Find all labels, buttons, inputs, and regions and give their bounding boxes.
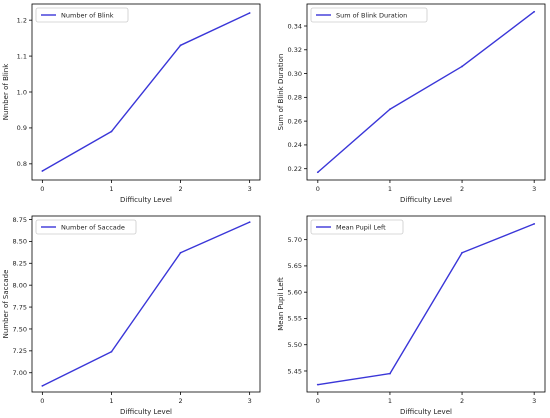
chart-panel: 0 1 2 3 7.00 7.25 7.50 7.75 8.00 8.25 8.50 8.75 Diff…: [2, 215, 261, 416]
chart-panel: 0 1 2 3 5.45 5.50 5.55 5.60 5.65 5.70 Difficulty L…: [277, 215, 546, 416]
series-line: [42, 12, 250, 172]
y-tick-label: 0.26: [288, 117, 302, 125]
x-tick-label: 3: [532, 185, 536, 193]
x-tick-label: 0: [40, 185, 44, 193]
y-tick-label: 8.75: [13, 216, 27, 224]
y-tick-label: 0.8: [17, 160, 27, 168]
series-line: [317, 11, 535, 173]
legend-box: [310, 7, 428, 23]
x-tick-label: 2: [178, 397, 182, 405]
legend-label: Number of Blink: [61, 12, 114, 20]
x-tick-label: 1: [109, 185, 113, 193]
y-tick-label: 0.34: [288, 22, 302, 30]
y-axis-label: Number of Blink: [2, 63, 10, 120]
plot-frame: [31, 3, 261, 181]
data-point: [41, 170, 44, 172]
data-point: [179, 251, 182, 254]
x-tick-label: 2: [178, 185, 182, 193]
y-tick-label: 1.0: [17, 88, 27, 96]
data-point: [316, 171, 319, 174]
chart-panel: 0 1 2 3 0.22 0.24 0.26 0.28 0.30 0.32 0.34 Difficul…: [277, 3, 546, 204]
x-tick-label: 1: [388, 185, 392, 193]
legend-box: [35, 219, 137, 235]
y-tick-label: 8.50: [13, 238, 27, 246]
plot-frame: [31, 215, 261, 393]
y-tick-label: 5.65: [288, 262, 302, 270]
y-tick-label: 5.50: [288, 341, 302, 349]
y-tick-label: 5.60: [288, 288, 302, 296]
legend-label: Sum of Blink Duration: [336, 12, 407, 20]
x-tick-label: 2: [460, 185, 464, 193]
legend-box: [310, 219, 404, 235]
data-point: [533, 10, 536, 13]
y-tick-label: 8.00: [13, 281, 27, 289]
x-tick-label: 3: [532, 397, 536, 405]
data-point: [248, 221, 251, 224]
x-axis-label: Difficulty Level: [400, 196, 452, 204]
series-line: [42, 221, 250, 387]
x-tick-label: 3: [248, 397, 252, 405]
chart-panel: 0 1 2 3 0.8 0.9 1.0 1.1 1.2 Difficulty Level Numbe…: [2, 3, 261, 204]
data-point: [41, 384, 44, 387]
x-tick-label: 2: [460, 397, 464, 405]
y-tick-label: 1.2: [17, 16, 27, 24]
y-tick-label: 0.30: [288, 70, 302, 78]
plot-frame: [306, 3, 546, 181]
data-point: [461, 251, 463, 254]
x-tick-label: 3: [248, 185, 252, 193]
y-tick-label: 7.50: [13, 325, 27, 333]
legend-label: Mean Pupil Left: [336, 224, 386, 232]
data-point: [248, 12, 251, 14]
y-axis-label: Number of Saccade: [2, 270, 10, 339]
x-axis-label: Difficulty Level: [400, 408, 452, 416]
y-tick-label: 0.9: [17, 124, 27, 132]
x-tick-label: 0: [316, 397, 320, 405]
x-tick-label: 0: [316, 185, 320, 193]
x-tick-label: 1: [109, 397, 113, 405]
x-axis-label: Difficulty Level: [120, 196, 172, 204]
y-tick-label: 5.70: [288, 236, 302, 244]
y-tick-label: 8.25: [13, 260, 27, 268]
data-point: [389, 108, 391, 111]
y-tick-label: 7.25: [13, 347, 27, 355]
data-point: [110, 130, 113, 133]
data-point: [316, 383, 319, 386]
x-tick-label: 0: [40, 397, 44, 405]
data-point: [179, 44, 182, 47]
data-point: [110, 350, 113, 353]
legend-label: Number of Saccade: [61, 224, 125, 232]
legend-box: [35, 7, 129, 23]
y-tick-label: 1.1: [17, 52, 27, 60]
y-axis-label: Mean Pupil Left: [277, 277, 285, 331]
y-tick-label: 7.00: [13, 369, 27, 377]
y-tick-label: 0.24: [288, 141, 302, 149]
data-point: [389, 372, 391, 375]
plot-frame: [306, 215, 546, 393]
series-line: [317, 223, 535, 386]
data-point: [461, 65, 463, 68]
y-tick-label: 0.32: [288, 46, 302, 54]
y-axis-label: Sum of Blink Duration: [277, 54, 285, 131]
x-tick-label: 1: [388, 397, 392, 405]
data-point: [533, 222, 536, 225]
y-tick-label: 7.75: [13, 303, 27, 311]
y-tick-label: 0.22: [288, 165, 302, 173]
y-tick-label: 5.45: [288, 367, 302, 375]
x-axis-label: Difficulty Level: [120, 408, 172, 416]
y-tick-label: 0.28: [288, 94, 302, 102]
y-tick-label: 5.55: [288, 315, 302, 323]
